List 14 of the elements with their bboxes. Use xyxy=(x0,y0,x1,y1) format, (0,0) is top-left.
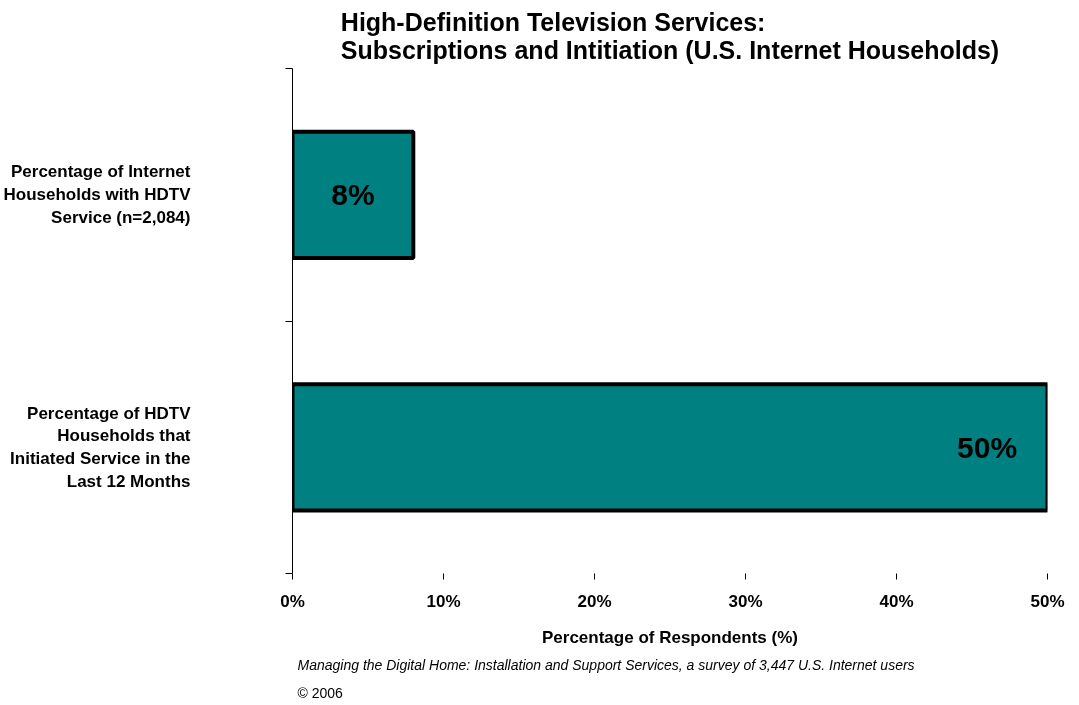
data-label: 8% xyxy=(331,178,375,212)
x-tick-label: 10% xyxy=(426,591,461,611)
text: © 2006 xyxy=(297,684,344,701)
x-tick-label: 0% xyxy=(280,591,305,611)
x-tick-label: 20% xyxy=(577,591,612,611)
y-tick-label: Percentage of HDTV Households that Initiated Service in the Last 12 Months xyxy=(10,403,192,491)
x-tick-label: 40% xyxy=(879,591,914,611)
text: Managing the Digital Home: Installation and Support Services, a survey of 3,447 U.S. Internet users xyxy=(297,656,915,673)
x-tick-label: 30% xyxy=(728,591,763,611)
x-tick-label: 50% xyxy=(1030,591,1065,611)
data-label: 50% xyxy=(957,430,1018,464)
x-axis-title: Percentage of Respondents (%) xyxy=(542,627,799,647)
chart-title: High-Definition Television Services: Subscriptions and Intitiation (U.S. Internet Households) xyxy=(340,7,1000,64)
y-tick-label: Percentage of Internet Households with HDTV Service (n=2,084) xyxy=(3,162,192,228)
